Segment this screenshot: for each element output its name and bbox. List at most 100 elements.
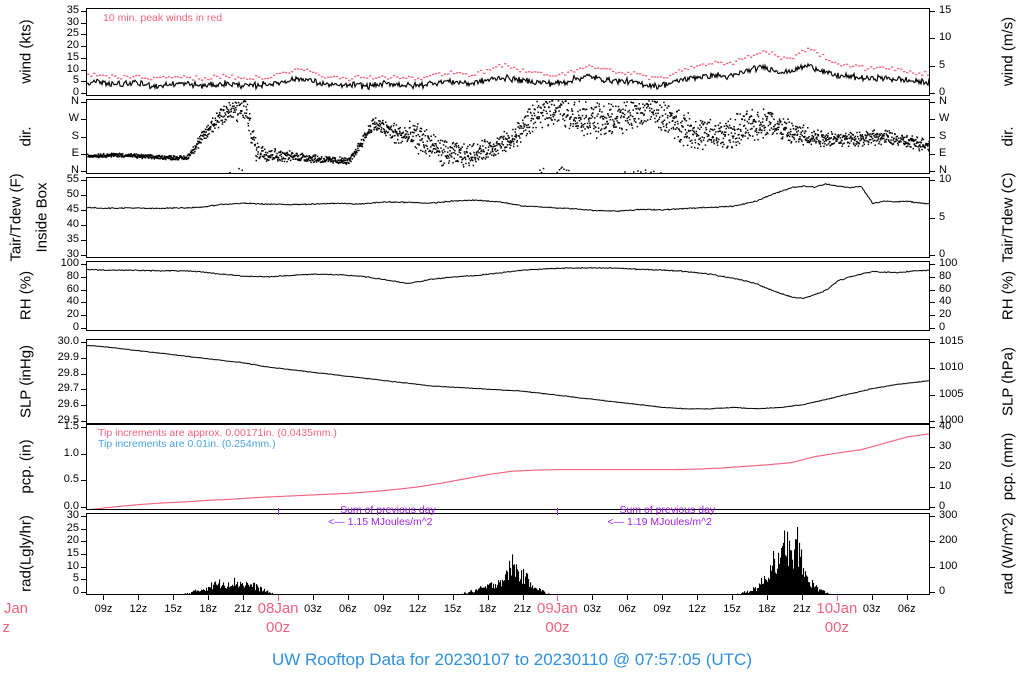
rad-left-tickmark-2	[81, 541, 86, 543]
rh-left-tick-1: 80	[66, 269, 79, 282]
pcp-right-tick-3: 10	[939, 480, 952, 492]
xaxis-tick-2	[173, 595, 175, 600]
xaxis-tick-9	[452, 595, 454, 600]
rh-right-tick-2: 60	[939, 282, 952, 295]
slp-right-tickmark-0	[930, 342, 935, 343]
xaxis-tick-0	[103, 595, 105, 600]
xaxis-tick-18	[801, 595, 803, 600]
xaxis-hour-label-14: 09z	[653, 603, 672, 615]
xaxis-hour-label-4: 21z	[234, 603, 253, 615]
dir-left-tickmark-2	[81, 136, 86, 138]
slp-right-tick-2: 1005	[939, 387, 964, 400]
tair-left-tickmark-0	[81, 180, 86, 181]
rh-left-tick-4: 20	[66, 308, 79, 321]
wind-right-tickmark-0	[930, 11, 935, 12]
rad-left-tick-4: 10	[66, 559, 79, 572]
slp-left-tickmark-0	[81, 342, 86, 343]
rad-sum-value-2: <— 1.19 MJoules/m^2	[607, 516, 712, 528]
dir-right-tick-0: N	[939, 95, 947, 107]
slp-left-tick-0: 30.0	[57, 335, 79, 347]
wind-left-tick-5: 10	[66, 62, 79, 75]
tair-right-tick-0: 10	[939, 173, 952, 185]
rad-day-marker-2	[557, 508, 559, 515]
tair-right-tick-1: 5	[939, 210, 946, 223]
rh-left-tickmark-4	[81, 315, 86, 317]
tair-right-tickmark-2	[930, 255, 935, 256]
wind-left-tick-1: 30	[66, 15, 79, 28]
pcp-right-tick-2: 20	[939, 460, 952, 472]
dir-left-tick-0: N	[71, 95, 79, 107]
dir-left-tickmark-3	[81, 153, 86, 155]
rh-left-tickmark-3	[81, 302, 86, 304]
rad-left-tick-0: 30	[66, 509, 79, 521]
rh-right-tick-5: 0	[939, 321, 946, 333]
rad-left-tickmark-6	[81, 592, 86, 593]
xaxis-day-tick-1	[557, 595, 559, 601]
wind-right-tickmark-2	[930, 65, 935, 67]
tair-left-tick-4: 35	[66, 233, 79, 245]
footer-title: UW Rooftop Data for 20230107 to 20230110…	[271, 650, 752, 669]
xaxis-hour-label-11: 21z	[513, 603, 532, 615]
pcp-right-tick-4: 0	[939, 500, 946, 512]
wind-left-tick-7: 0	[72, 86, 79, 98]
tair-left-axis-title-2: Inside Box	[33, 181, 51, 253]
rad-right-tick-0: 300	[939, 509, 958, 521]
xaxis-tick-8	[417, 595, 419, 600]
xaxis-tick-1	[138, 595, 140, 600]
rh-left-tick-0: 100	[60, 257, 79, 269]
rh-right-tickmark-3	[930, 302, 935, 304]
wind-left-tick-4: 15	[66, 50, 79, 63]
rad-left-tick-6: 0	[72, 585, 79, 597]
wind-left-tick-2: 25	[66, 27, 79, 40]
xaxis-hour-label-6: 06z	[339, 603, 357, 615]
slp-left-tick-4: 29.6	[57, 398, 79, 411]
xaxis-hour-label-0: 09z	[94, 603, 113, 615]
rad-left-axis-title: rad(Lgly/hr)	[17, 515, 35, 592]
rh-left-tick-5: 0	[72, 321, 79, 333]
wind-right-tick-1: 10	[939, 31, 952, 44]
panel-slp-plot	[87, 344, 929, 410]
rad-left-tickmark-5	[81, 579, 86, 581]
slp-left-tick-2: 29.8	[57, 366, 79, 379]
xaxis-day-hour-label-0: 00z	[265, 619, 291, 636]
pcp-right-tickmark-1	[930, 447, 935, 448]
dir-right-tick-1: W	[939, 112, 950, 125]
wind-left-tickmark-4	[81, 57, 86, 59]
pcp-left-tick-1: 1.0	[63, 446, 79, 459]
slp-left-tickmark-5	[81, 421, 86, 422]
panel-rad-plot	[184, 527, 832, 594]
slp-left-tick-5: 29.5	[57, 414, 79, 426]
rad-left-tick-2: 20	[66, 534, 79, 547]
slp-left-tickmark-1	[81, 357, 86, 359]
rad-right-tick-3: 0	[939, 585, 946, 597]
pcp-left-tickmark-0	[81, 427, 86, 428]
rh-left-tickmark-0	[81, 264, 86, 265]
wind-left-tickmark-6	[81, 81, 86, 83]
panel-rad	[86, 513, 930, 595]
xaxis-tick-14	[662, 595, 664, 600]
xaxis-hour-label-15: 12z	[688, 603, 707, 615]
rad-day-marker-1	[278, 508, 280, 515]
dir-right-tickmark-3	[930, 153, 935, 155]
rh-left-tickmark-5	[81, 328, 86, 329]
rh-right-tickmark-1	[930, 276, 935, 278]
panel-wind-plot	[87, 47, 929, 91]
xaxis-clipped-hour-label: z	[2, 619, 11, 636]
xaxis-tick-15	[697, 595, 699, 600]
tair-left-tickmark-1	[81, 195, 86, 196]
xaxis-tick-16	[732, 595, 734, 600]
tair-left-tickmark-4	[81, 240, 86, 241]
xaxis-tick-17	[767, 595, 769, 600]
xaxis-hour-label-10: 18z	[478, 603, 497, 615]
pcp-left-tick-3: 0.0	[63, 500, 79, 512]
xaxis-tick-20	[906, 595, 908, 600]
rad-left-tick-5: 5	[72, 572, 79, 585]
rh-right-tickmark-4	[930, 315, 935, 317]
slp-right-tick-3: 1000	[939, 414, 964, 426]
panel-slp	[86, 339, 930, 424]
rad-left-tick-1: 25	[66, 521, 79, 534]
slp-right-tickmark-3	[930, 421, 935, 422]
slp-right-tickmark-1	[930, 368, 935, 370]
wind-left-tickmark-7	[81, 93, 86, 94]
pcp-tip-annotation-blue: Tip increments are 0.01in. (0.254mm.)	[98, 438, 276, 450]
